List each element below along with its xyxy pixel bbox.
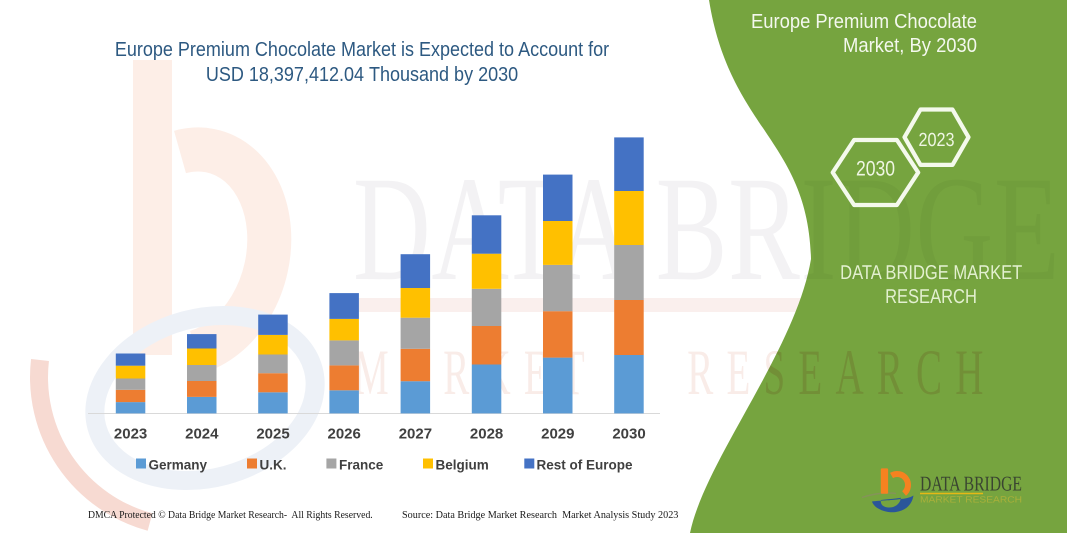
svg-text:2028: 2028	[470, 426, 503, 443]
svg-text:2023: 2023	[114, 426, 147, 443]
svg-text:U.K.: U.K.	[260, 457, 287, 472]
svg-text:2030: 2030	[612, 426, 645, 443]
svg-text:2023: 2023	[918, 130, 954, 151]
svg-text:MARKET RESEARCH: MARKET RESEARCH	[920, 495, 1022, 505]
svg-text:2025: 2025	[256, 426, 289, 443]
svg-text:2030: 2030	[856, 157, 895, 180]
svg-text:Rest of Europe: Rest of Europe	[537, 457, 634, 472]
svg-text:2029: 2029	[541, 426, 574, 443]
svg-text:France: France	[339, 457, 384, 472]
svg-text:Belgium: Belgium	[436, 457, 489, 472]
svg-text:Germany: Germany	[149, 457, 208, 472]
svg-text:2026: 2026	[328, 426, 361, 443]
svg-text:DATA BRIDGE: DATA BRIDGE	[920, 472, 1022, 496]
svg-text:2024: 2024	[185, 426, 219, 443]
svg-text:2027: 2027	[399, 426, 432, 443]
